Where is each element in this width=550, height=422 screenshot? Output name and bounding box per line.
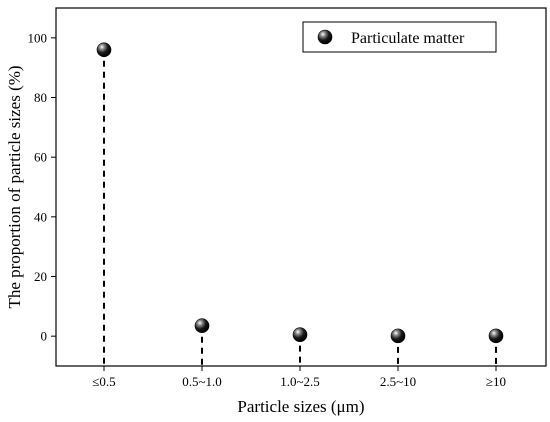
x-axis-ticks: ≤0.5 0.5~1.0 1.0~2.5 2.5~10 ≥10 <box>92 366 506 389</box>
legend-box <box>302 21 497 53</box>
data-point <box>390 328 406 344</box>
x-tick-label: 0.5~1.0 <box>182 374 222 389</box>
data-point <box>488 328 504 344</box>
y-tick-label: 20 <box>34 269 47 284</box>
y-tick-label: 80 <box>34 90 47 105</box>
y-tick-label: 60 <box>34 150 47 165</box>
y-tick-label: 40 <box>34 209 47 224</box>
x-tick-label: ≥10 <box>486 374 506 389</box>
data-point <box>194 318 210 334</box>
legend-marker <box>317 29 333 45</box>
y-tick-label: 0 <box>41 329 48 344</box>
data-point <box>96 42 112 58</box>
y-axis-ticks: 0 20 40 60 80 100 <box>28 30 56 344</box>
data-points <box>96 42 504 344</box>
data-point <box>292 327 308 342</box>
legend-label: Particulate matter <box>351 30 465 47</box>
drop-lines <box>103 49 497 366</box>
plot-frame <box>55 7 547 367</box>
x-axis-label: Particle sizes (μm) <box>237 397 364 416</box>
x-tick-label: 2.5~10 <box>380 374 416 389</box>
y-axis-label: The proportion of particle sizes (%) <box>5 65 24 308</box>
x-tick-label: 1.0~2.5 <box>280 374 320 389</box>
y-tick-label: 100 <box>28 30 48 45</box>
x-tick-label: ≤0.5 <box>92 374 115 389</box>
legend: Particulate matter <box>302 21 497 53</box>
